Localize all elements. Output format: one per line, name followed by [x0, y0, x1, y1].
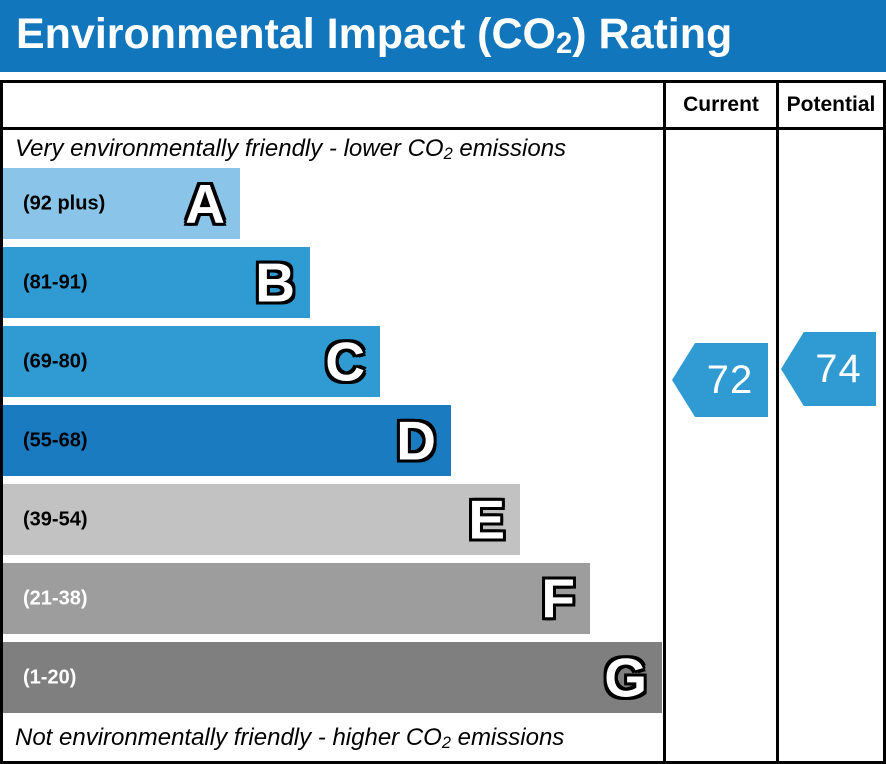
- band-row-d: (55-68) D: [3, 405, 451, 476]
- table-header-row: Current Potential: [3, 83, 883, 130]
- column-header-current: Current: [683, 93, 759, 116]
- column-header-potential: Potential: [786, 93, 876, 116]
- band-bar-a: (92 plus) A: [3, 168, 240, 239]
- band-bar-e: (39-54) E: [3, 484, 520, 555]
- top-note-subscript: 2: [443, 144, 453, 163]
- title-bar: Environmental Impact (CO2) Rating: [0, 0, 886, 72]
- band-range-label: (21-38): [23, 587, 88, 609]
- band-range-label: (1-20): [23, 666, 77, 688]
- current-rating-value: 72: [706, 357, 754, 402]
- band-bar-f: (21-38) F: [3, 563, 590, 634]
- band-row-b: (81-91) B: [3, 247, 310, 318]
- band-row-a: (92 plus) A: [3, 168, 240, 239]
- band-letter: E: [468, 488, 505, 550]
- top-note-text-end: emissions: [452, 135, 567, 162]
- band-range-label: (69-80): [23, 350, 88, 372]
- potential-rating-value: 74: [815, 346, 862, 391]
- band-letter: C: [325, 330, 365, 392]
- band-letter: B: [255, 251, 295, 313]
- band-letter: A: [185, 172, 225, 234]
- top-note-text: Very environmentally friendly - lower CO: [15, 135, 444, 162]
- band-bar-g: (1-20) G: [3, 642, 662, 713]
- page-title: Environmental Impact (CO2) Rating: [16, 9, 733, 60]
- page-title-subscript: 2: [555, 27, 573, 60]
- page-title-text: Environmental Impact (CO: [16, 9, 556, 58]
- bottom-note: Not environmentally friendly - higher CO…: [15, 724, 564, 752]
- current-column-divider: [663, 83, 666, 761]
- bottom-note-text-end: emissions: [450, 724, 565, 751]
- band-row-f: (21-38) F: [3, 563, 590, 634]
- band-row-e: (39-54) E: [3, 484, 520, 555]
- bottom-note-text: Not environmentally friendly - higher CO: [15, 724, 442, 751]
- band-range-label: (81-91): [23, 271, 88, 293]
- band-bar-d: (55-68) D: [3, 405, 451, 476]
- potential-rating-arrow: 74: [781, 332, 876, 406]
- band-range-label: (92 plus): [23, 192, 106, 214]
- band-letter: D: [396, 409, 436, 471]
- band-range-label: (55-68): [23, 429, 88, 451]
- band-row-g: (1-20) G: [3, 642, 662, 713]
- current-rating-arrow: 72: [672, 343, 768, 417]
- band-bar-c: (69-80) C: [3, 326, 380, 397]
- potential-column-divider: [776, 83, 779, 761]
- band-row-c: (69-80) C: [3, 326, 380, 397]
- top-note: Very environmentally friendly - lower CO…: [15, 135, 566, 163]
- page-title-text-end: ) Rating: [572, 9, 733, 58]
- band-range-label: (39-54): [23, 508, 88, 530]
- band-letter: F: [541, 567, 575, 629]
- band-letter: G: [604, 646, 647, 708]
- bottom-note-subscript: 2: [441, 733, 451, 752]
- band-bar-b: (81-91) B: [3, 247, 310, 318]
- rating-table: Current Potential Very environmentally f…: [0, 80, 886, 764]
